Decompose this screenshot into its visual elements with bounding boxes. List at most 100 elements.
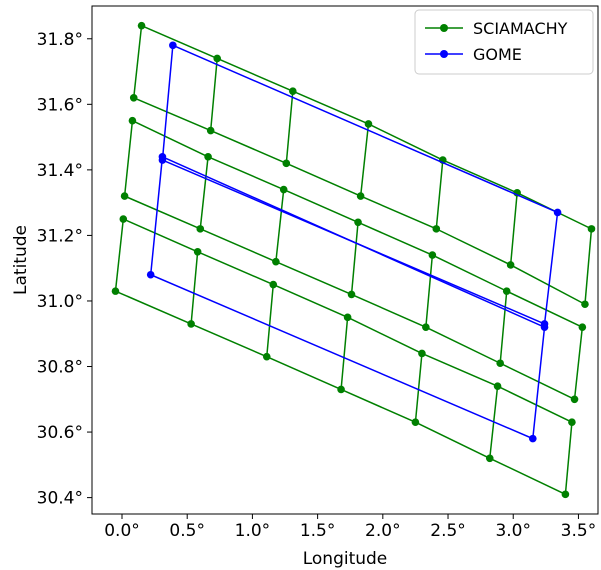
sciamachy-point xyxy=(418,349,426,358)
sciamachy-point xyxy=(422,323,430,331)
sciamachy-edge xyxy=(340,317,349,390)
sciamachy-edge xyxy=(415,421,491,459)
sciamachy-edge xyxy=(425,255,434,328)
sciamachy-point xyxy=(213,54,221,63)
sciamachy-point xyxy=(279,185,288,194)
sciamachy-point xyxy=(337,385,345,394)
sciamachy-edge xyxy=(350,222,359,295)
sciamachy-point xyxy=(137,21,146,30)
sciamachy-edge xyxy=(123,120,134,197)
y-axis: 30.4° 30.6° 30.8° 31.0° 31.2° 31.4° 31.6° 31.8° xyxy=(37,30,92,509)
gome-point xyxy=(169,41,177,50)
y-tick-label: 31.6° xyxy=(37,95,83,115)
plot-frame xyxy=(91,5,599,515)
sciamachy-point xyxy=(568,418,576,427)
sciamachy-edge xyxy=(425,326,501,364)
sciamachy-edge xyxy=(115,290,192,325)
y-tick-label: 31.8° xyxy=(37,30,83,50)
x-tick-label: 0.5° xyxy=(169,521,205,541)
sciamachy-point xyxy=(364,120,373,128)
sciamachy-edge xyxy=(564,422,573,495)
sciamachy-point xyxy=(196,225,205,233)
sciamachy-edge xyxy=(499,291,508,364)
sciamachy-point xyxy=(411,418,420,427)
sciamachy-edge xyxy=(275,189,285,262)
legend-swatch-marker-sciamachy xyxy=(440,24,448,32)
sciamachy-edge xyxy=(275,260,352,296)
sciamachy-point xyxy=(269,280,278,289)
sciamachy-point xyxy=(578,323,587,331)
sciamachy-edge xyxy=(132,120,209,158)
y-tick-label: 31.4° xyxy=(37,161,83,181)
sciamachy-edge xyxy=(357,221,433,256)
legend-label-gome: GOME xyxy=(473,45,522,64)
sciamachy-edge xyxy=(347,316,423,355)
legend-swatch-marker-gome xyxy=(440,50,448,58)
sciamachy-edge xyxy=(283,188,359,223)
sciamachy-edge xyxy=(199,228,277,263)
sciamachy-edge xyxy=(435,228,511,266)
sciamachy-point xyxy=(111,287,120,295)
x-tick-label: 1.5° xyxy=(300,521,336,541)
y-tick-label: 30.6° xyxy=(37,423,83,443)
sciamachy-point xyxy=(204,152,212,161)
y-tick-label: 31.2° xyxy=(37,226,83,246)
sciamachy-edge xyxy=(509,192,518,265)
sciamachy-edge xyxy=(414,353,423,423)
series-layer xyxy=(111,21,596,499)
gome-point xyxy=(540,323,549,331)
sciamachy-edge xyxy=(209,58,218,131)
x-tick-label: 0.0° xyxy=(104,521,140,541)
y-tick-label: 31.0° xyxy=(37,292,83,312)
y-axis-label: Latitude xyxy=(11,225,31,295)
plot-area-background xyxy=(92,6,598,514)
sciamachy-edge xyxy=(132,25,143,98)
sciamachy-edge xyxy=(285,91,294,164)
sciamachy-edge xyxy=(207,156,285,191)
sciamachy-point xyxy=(428,251,437,259)
sciamachy-edge xyxy=(359,123,370,197)
sciamachy-edge xyxy=(351,293,427,328)
sciamachy-point xyxy=(485,454,494,463)
sciamachy-edge xyxy=(499,362,575,400)
sciamachy-edge xyxy=(489,457,566,496)
sciamachy-edge xyxy=(210,129,287,165)
sciamachy-edge xyxy=(216,57,294,92)
sciamachy-edge xyxy=(510,264,586,305)
sciamachy-point xyxy=(581,300,589,309)
sciamachy-edge xyxy=(272,283,348,319)
sciamachy-edge xyxy=(133,97,211,132)
sciamachy-point xyxy=(561,490,570,499)
x-axis: 0.0° 0.5° 1.0° 1.5° 2.0° 2.5° 3.0° 3.5° xyxy=(104,514,596,541)
sciamachy-edge xyxy=(584,228,593,305)
series-sciamachy xyxy=(111,21,596,499)
sciamachy-point xyxy=(289,87,297,96)
series-gome xyxy=(146,41,562,443)
x-tick-label: 1.0° xyxy=(235,521,271,541)
sciamachy-edge xyxy=(190,251,199,324)
sciamachy-point xyxy=(187,320,195,328)
sciamachy-edge xyxy=(114,218,125,292)
sciamachy-edge xyxy=(573,327,584,400)
sciamachy-edge xyxy=(506,290,583,328)
sciamachy-point xyxy=(356,192,365,200)
y-tick-label: 30.8° xyxy=(37,358,83,378)
gome-point xyxy=(146,270,155,279)
sciamachy-point xyxy=(282,159,291,168)
sciamachy-edge xyxy=(368,123,444,161)
sciamachy-edge xyxy=(340,388,416,423)
legend-box xyxy=(414,9,594,75)
sciamachy-point xyxy=(432,225,441,233)
x-tick-label: 3.0° xyxy=(495,521,531,541)
y-tick-label: 30.4° xyxy=(37,489,83,509)
sciamachy-point xyxy=(120,192,129,200)
sciamachy-edge xyxy=(266,355,342,391)
legend: SCIAMACHY GOME xyxy=(414,9,594,75)
sciamachy-edge xyxy=(197,251,274,286)
sciamachy-point xyxy=(129,93,138,102)
x-axis-label: Longitude xyxy=(303,549,388,569)
sciamachy-point xyxy=(496,359,504,368)
sciamachy-edge xyxy=(432,254,508,292)
sciamachy-edge xyxy=(122,218,198,253)
